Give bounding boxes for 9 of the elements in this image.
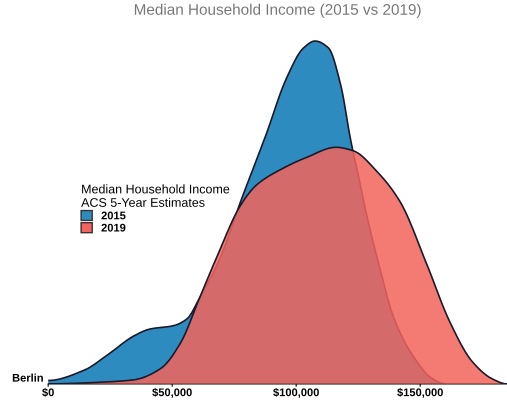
- legend-label: 2015: [101, 212, 126, 220]
- x-tick-label: $0: [42, 388, 54, 397]
- chart-title: Median Household Income (2015 vs 2019): [134, 4, 421, 18]
- x-tick-label: $150,000: [397, 388, 443, 398]
- y-axis-title: Berlin: [12, 374, 43, 382]
- x-tick-label: $50,000: [152, 388, 192, 398]
- legend-label: 2019: [101, 224, 126, 232]
- x-tick-label: $100,000: [273, 388, 319, 398]
- legend-title: Median Household Income ACS 5-Year Estimates: [81, 184, 230, 207]
